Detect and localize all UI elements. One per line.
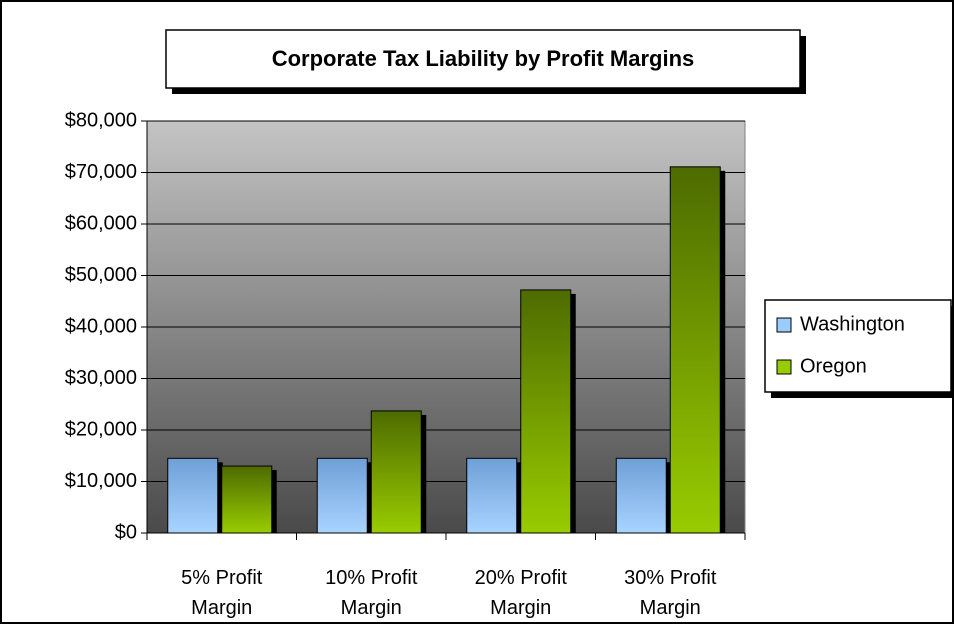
x-tick-label: 30% Profit Margin xyxy=(624,567,717,619)
bar xyxy=(520,289,572,534)
y-tick-label: $30,000 xyxy=(65,367,137,389)
y-tick-label: $0 xyxy=(115,521,137,543)
y-tick-label: $40,000 xyxy=(65,315,137,337)
bar xyxy=(221,465,273,534)
x-tick-label: 10% Profit Margin xyxy=(325,567,418,619)
bar xyxy=(615,457,667,534)
legend-swatch xyxy=(776,317,792,333)
chart-title: Corporate Tax Liability by Profit Margin… xyxy=(272,46,695,71)
y-tick-label: $70,000 xyxy=(65,161,137,183)
title-box xyxy=(165,29,801,89)
y-tick-label: $80,000 xyxy=(65,109,137,131)
legend-label: Washington xyxy=(800,313,905,335)
y-tick-label: $60,000 xyxy=(65,212,137,234)
x-tick-label: 5% Profit Margin xyxy=(181,567,263,619)
bar xyxy=(669,166,721,534)
x-tick-label: 20% Profit Margin xyxy=(474,567,567,619)
bar xyxy=(370,410,422,534)
bar xyxy=(466,457,518,534)
y-tick-label: $50,000 xyxy=(65,264,137,286)
y-tick-label: $20,000 xyxy=(65,418,137,440)
bar xyxy=(316,457,368,534)
legend-label: Oregon xyxy=(800,355,867,377)
y-tick-label: $10,000 xyxy=(65,470,137,492)
bar xyxy=(167,457,219,534)
legend-swatch xyxy=(776,359,792,375)
legend-box xyxy=(764,299,952,393)
